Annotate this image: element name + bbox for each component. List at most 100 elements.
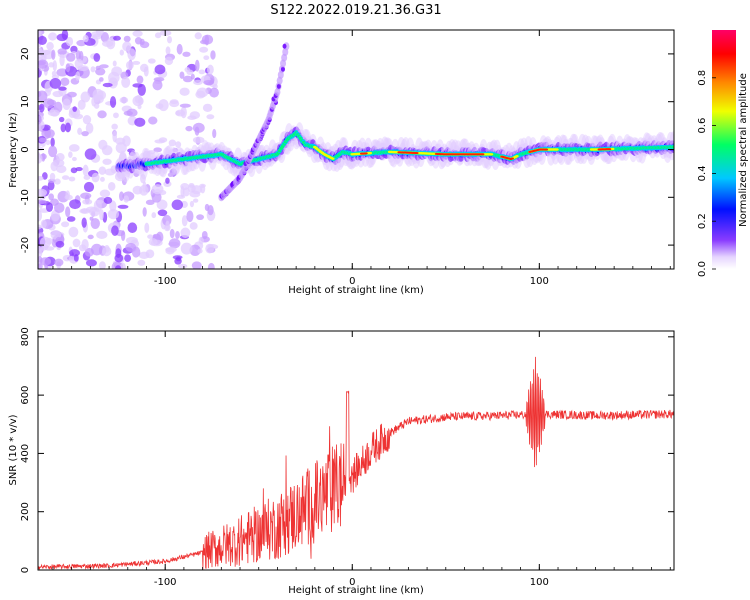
spectrogram-noise-blob <box>132 30 143 37</box>
spectrogram-noise-blob <box>148 116 158 125</box>
spectrogram-noise-blob <box>46 42 54 51</box>
spectrogram-ytick-label: -10 <box>20 189 31 205</box>
spectrogram-noise-blob <box>100 31 109 43</box>
spectrogram-noise-blob <box>175 256 182 262</box>
spectrogram-noise-blob <box>145 249 155 259</box>
spectrogram-noise-blob <box>97 110 107 119</box>
spectrogram-noise-blob <box>48 62 55 68</box>
spectrogram-noise-blob <box>112 60 117 67</box>
spectrogram-noise-blob <box>201 230 208 240</box>
spectrogram-noise-blob <box>68 144 80 152</box>
spectrogram-band-mark <box>610 147 615 151</box>
spectrogram-ytick-label: 10 <box>20 95 31 108</box>
spectrogram-noise-blob <box>119 49 124 56</box>
snr-plot-area <box>38 331 674 570</box>
spectrogram-noise-blob <box>102 158 112 165</box>
spectrogram-noise-blob <box>200 184 206 194</box>
spectrogram-noise-blob <box>107 208 120 220</box>
spectrogram-noise-blob <box>56 165 67 174</box>
spectrogram-noise-blob <box>96 230 108 239</box>
spectrogram-noise-blob <box>176 43 183 55</box>
spectrogram-noise-blob <box>100 176 105 182</box>
spectrogram-peak-mark <box>608 148 612 151</box>
spectrogram-noise-blob <box>77 127 83 135</box>
spectrogram-noise-blob <box>132 185 143 195</box>
spectrogram-noise-blob <box>65 206 71 218</box>
spectrogram-noise-blob <box>95 67 106 76</box>
spectrogram-noise-blob <box>180 186 185 198</box>
spectrogram-noise-blob <box>87 234 94 240</box>
spectrogram-noise-blob <box>39 236 51 249</box>
spectrogram-noise-blob <box>47 109 60 117</box>
spectrogram-noise-blob <box>206 114 215 120</box>
snr-xtick-label: 100 <box>530 577 549 588</box>
spectrogram-noise-blob <box>151 192 162 203</box>
spectrogram-noise-blob <box>61 221 70 228</box>
spectrogram-noise-blob <box>82 114 92 125</box>
spectrogram-noise-blob <box>134 94 143 104</box>
spectrogram-xtick-label: -100 <box>154 276 177 287</box>
spectrogram-noise-blob <box>122 41 132 52</box>
spectrogram-noise-blob <box>117 204 129 209</box>
spectrogram-noise-blob <box>99 64 109 69</box>
spectrogram-noise-blob <box>38 153 43 164</box>
snr-frame <box>37 330 675 571</box>
spectrogram-band-mark <box>368 151 373 155</box>
spectrogram-noise-blob <box>152 79 163 91</box>
spectrogram-noise-blob <box>189 111 201 120</box>
spectrogram-ytick-label: -20 <box>20 237 31 253</box>
spectrogram-noise-blob <box>52 159 65 168</box>
snr-ticks: -100 0 100 0 200 400 600 800 <box>20 327 674 588</box>
spectrogram-noise-blob <box>147 58 156 64</box>
spectrogram-noise-blob <box>38 175 44 181</box>
colorbar-ticks: 0.0 0.2 0.4 0.6 0.8 <box>697 70 716 277</box>
spectrogram-noise-blob <box>50 137 55 148</box>
snr-ylabel: SNR (10 * v/v) <box>8 414 19 485</box>
spectrogram-noise-blob <box>66 216 76 222</box>
spectrogram-noise-blob <box>137 259 146 266</box>
spectrogram-noise-blob <box>91 172 100 183</box>
spectrogram-noise-blob <box>66 52 76 62</box>
spectrogram-noise-blob <box>194 126 200 136</box>
spectrogram-peak-mark <box>415 152 419 155</box>
spectrogram-noise-blob <box>92 88 104 101</box>
spectrogram-noise-blob <box>177 263 188 269</box>
spectrogram-branch-mark <box>282 43 287 49</box>
spectrogram-noise-blob <box>38 59 49 69</box>
spectrogram-noise-blob <box>103 196 113 204</box>
spectrogram-noise-blob <box>89 216 94 221</box>
spectrogram-noise-blob <box>106 38 116 50</box>
spectrogram-noise-blob <box>175 109 186 117</box>
spectrogram-noise-blob <box>75 71 80 82</box>
spectrogram-noise-blob <box>52 60 57 72</box>
spectrogram-noise-blob <box>163 181 172 188</box>
spectrogram-noise-blob <box>43 98 55 109</box>
spectrogram-noise-blob <box>113 112 119 119</box>
spectrogram-noise-blob <box>198 69 206 75</box>
spectrogram-noise-blob <box>209 87 219 98</box>
spectrogram-noise-blob <box>90 31 103 38</box>
spectrogram-noise-blob <box>151 212 157 219</box>
spectrogram-marks <box>38 30 674 269</box>
spectrogram-noise-blob <box>191 261 202 269</box>
spectrogram-noise-blob <box>38 188 48 197</box>
spectrogram-noise-blob <box>80 91 91 103</box>
spectrogram-noise-blob <box>180 242 193 255</box>
spectrogram-noise-blob <box>154 32 162 39</box>
spectrogram-noise-blob <box>165 247 175 255</box>
spectrogram-noise-blob <box>123 35 131 43</box>
spectrogram-noise-blob <box>165 46 171 55</box>
spectrogram-noise-blob <box>157 209 168 217</box>
spectrogram-noise-blob <box>72 238 81 248</box>
spectrogram-noise-blob <box>77 99 86 110</box>
spectrogram-noise-blob <box>38 199 47 204</box>
spectrogram-peak-mark <box>544 148 549 151</box>
spectrogram-noise-blob <box>98 261 106 269</box>
spectrogram-noise-blob <box>124 254 132 262</box>
spectrogram-noise-blob <box>38 263 43 269</box>
colorbar: 0.0 0.2 0.4 0.6 0.8 Normalized spectral ampl… <box>697 30 749 277</box>
spectrogram-noise-blob <box>181 215 188 227</box>
spectrogram-noise-blob <box>98 166 107 175</box>
spectrogram-noise-blob <box>59 54 65 67</box>
chart-title: S122.2022.019.21.36.G31 <box>270 3 441 18</box>
